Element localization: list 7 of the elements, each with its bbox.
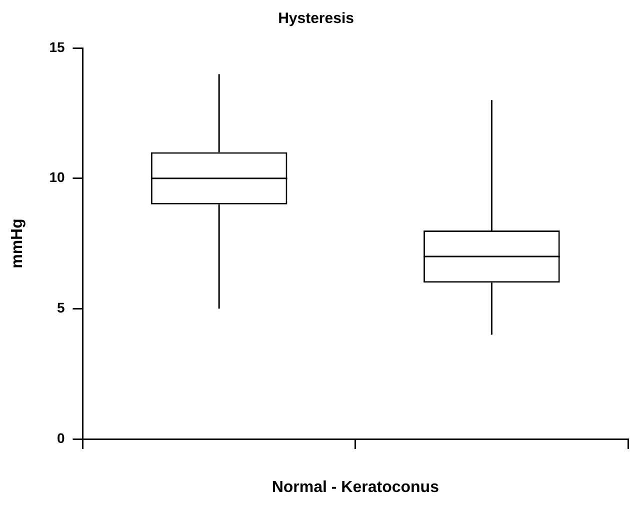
y-tick-label: 0 (56, 430, 65, 446)
y-axis-title: mmHg (9, 218, 26, 268)
y-tick-label: 5 (56, 300, 65, 316)
y-tick-label: 15 (49, 38, 65, 55)
y-tick-label: 10 (49, 169, 65, 186)
chart-title: Hysteresis (278, 10, 354, 28)
x-axis-title: Normal - Keratoconus (272, 478, 440, 496)
